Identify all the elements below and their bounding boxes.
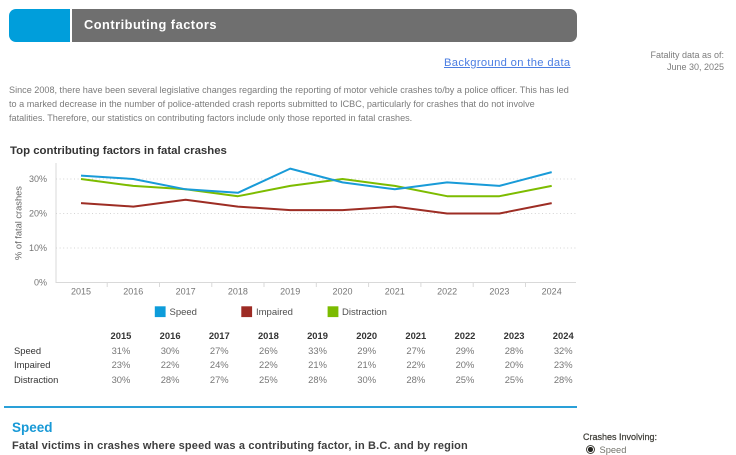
svg-text:2017: 2017 [176, 287, 196, 297]
svg-text:2019: 2019 [280, 287, 300, 297]
svg-text:10%: 10% [29, 243, 47, 253]
svg-text:2016: 2016 [123, 287, 143, 297]
svg-text:30%: 30% [29, 174, 47, 184]
svg-text:2018: 2018 [228, 287, 248, 297]
svg-text:2020: 2020 [332, 287, 352, 297]
svg-text:2021: 2021 [385, 287, 405, 297]
svg-text:Distraction: Distraction [342, 307, 387, 318]
svg-text:2024: 2024 [542, 287, 562, 297]
svg-text:Speed: Speed [170, 307, 197, 318]
svg-text:0%: 0% [34, 278, 47, 288]
svg-text:2023: 2023 [489, 287, 509, 297]
svg-text:% of fatal crashes: % of fatal crashes [14, 186, 24, 260]
svg-text:20%: 20% [29, 209, 47, 219]
svg-text:2015: 2015 [71, 287, 91, 297]
svg-text:Impaired: Impaired [256, 307, 293, 318]
svg-text:2022: 2022 [437, 287, 457, 297]
